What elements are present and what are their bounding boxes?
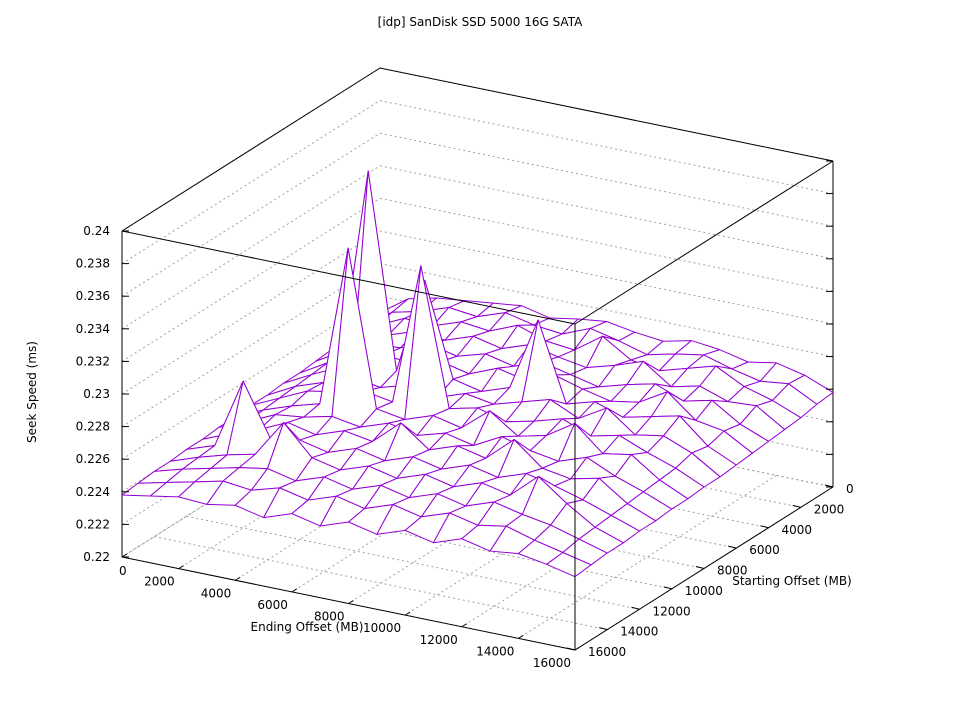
y-grid-line <box>218 495 672 590</box>
y-tick-label: 10000 <box>685 584 723 598</box>
z-tick-label: 0.222 <box>76 517 110 531</box>
z-grid-line <box>121 360 381 525</box>
x-axis-label: Ending Offset (MB) <box>251 620 364 634</box>
y-tick-label: 16000 <box>588 645 626 659</box>
x-tick-label: 12000 <box>420 633 458 647</box>
y-tick <box>631 606 640 610</box>
z-grid-line <box>121 100 381 265</box>
z-tick-label: 0.24 <box>83 224 110 238</box>
chart-title: [idp] SanDisk SSD 5000 16G SATA <box>378 15 583 29</box>
x-tick-label: 6000 <box>257 598 288 612</box>
y-grid-line <box>154 536 608 631</box>
z-tick-label: 0.234 <box>76 322 110 336</box>
z-tick-label: 0.232 <box>76 354 110 368</box>
z-grid-line <box>379 230 834 325</box>
x-tick <box>234 576 241 581</box>
y-tick-label: 12000 <box>653 604 691 618</box>
y-tick <box>824 484 834 488</box>
y-tick-label: 14000 <box>620 625 658 639</box>
z-grid-line <box>379 263 834 358</box>
x-tick-label: 2000 <box>144 575 175 589</box>
y-tick <box>792 504 801 508</box>
x-tick <box>291 588 298 593</box>
z-tick-label: 0.22 <box>83 550 110 564</box>
z-grid-line <box>121 230 381 395</box>
z-grid-line <box>379 197 834 292</box>
y-grid-line <box>186 515 640 610</box>
z-tick-label: 0.226 <box>76 452 110 466</box>
x-tick <box>178 565 184 570</box>
box-edge <box>574 160 834 325</box>
z-grid-line <box>379 132 834 227</box>
surface-mesh <box>121 170 834 578</box>
y-tick <box>599 627 608 631</box>
z-tick-label: 0.228 <box>76 420 110 434</box>
y-tick <box>728 545 737 549</box>
box-edge <box>379 67 834 162</box>
x-tick-label: 16000 <box>533 656 571 670</box>
x-tick-label: 4000 <box>201 586 232 600</box>
y-tick-label: 0 <box>846 482 854 496</box>
z-tick-label: 0.23 <box>83 387 110 401</box>
box-edge <box>121 67 381 232</box>
z-grid-line <box>121 263 381 428</box>
x-tick <box>404 611 411 616</box>
x-tick <box>348 600 354 604</box>
x-tick-label: 0 <box>119 564 127 578</box>
y-tick <box>760 525 769 529</box>
y-tick <box>695 566 705 569</box>
z-grid-line <box>121 295 381 460</box>
y-tick <box>566 647 576 651</box>
z-grid-line <box>121 393 381 558</box>
x-tick-label: 14000 <box>476 644 514 658</box>
z-axis-label: Seek Speed (ms) <box>25 341 39 443</box>
z-tick-label: 0.224 <box>76 485 110 499</box>
x-tick-label: 10000 <box>363 621 401 635</box>
y-tick-label: 8000 <box>717 564 748 578</box>
x-tick <box>461 623 468 628</box>
y-tick-label: 2000 <box>814 502 845 516</box>
y-tick <box>663 586 672 590</box>
z-grid-line <box>379 165 834 260</box>
box-edge <box>121 230 576 325</box>
z-grid-line <box>121 132 381 297</box>
x-tick-label: 8000 <box>314 610 345 624</box>
y-tick-label: 6000 <box>749 543 780 557</box>
front-axis-edges <box>121 160 834 651</box>
z-grid-line <box>379 100 834 195</box>
z-grid-line <box>121 165 381 330</box>
x-grid-line <box>518 474 777 639</box>
z-grid-line <box>121 197 381 362</box>
z-tick-label: 0.236 <box>76 289 110 303</box>
z-tick-label: 0.238 <box>76 257 110 271</box>
x-tick <box>518 634 524 639</box>
y-axis-label: Starting Offset (MB) <box>732 574 852 588</box>
x-tick <box>121 553 128 558</box>
tick-labels: 0.22 0.222 0.224 0.226 0.228 0.23 0.232 0.234 0.… <box>76 224 854 670</box>
x-tick <box>574 646 581 651</box>
y-tick-label: 4000 <box>782 523 813 537</box>
